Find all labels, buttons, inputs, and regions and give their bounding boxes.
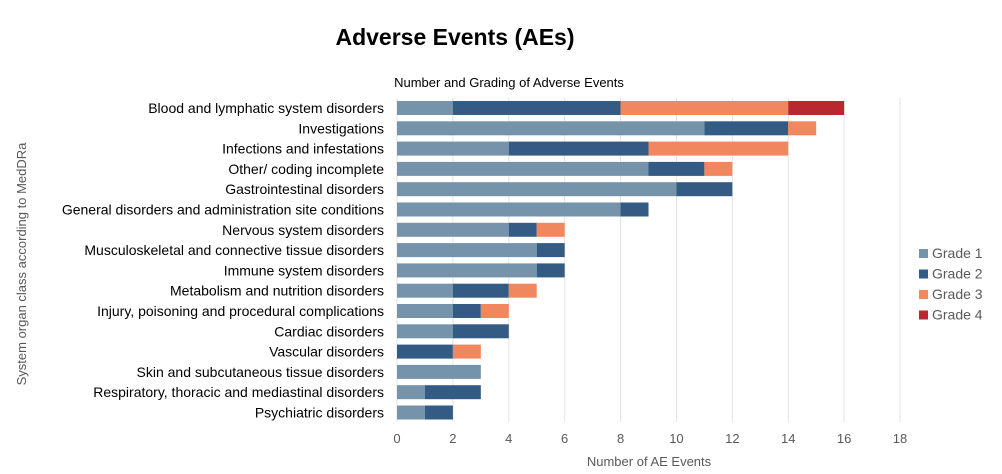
bar-segment-grade-1 [397,304,453,318]
bar-segment-grade-1 [397,141,509,156]
category-label: Infections and infestations [222,141,384,157]
bar-segment-grade-3 [452,344,481,359]
x-tick-label-16: 16 [837,431,851,446]
y-axis-title: System organ class according to MedDRa [14,142,29,386]
legend-label-grade-2: Grade 2 [932,266,983,282]
bar-segment-grade-4 [788,101,845,115]
category-labels: Blood and lymphatic system disorders Inve… [62,100,384,421]
category-label: General disorders and administration sit… [62,202,384,218]
page-title: Adverse Events (AEs) [335,24,575,50]
category-label: Gastrointestinal disorders [225,181,384,197]
bar-segment-grade-2 [508,222,537,237]
bar-segment-grade-2 [648,161,705,176]
x-axis-title: Number of AE Events [587,454,712,469]
bar-segment-grade-1 [397,283,453,298]
bar-segment-grade-2 [704,121,789,136]
legend-swatch-grade-2 [919,269,928,279]
bar-segment-grade-1 [397,121,705,136]
bar-segment-grade-2 [452,324,509,339]
bar-segment-grade-3 [648,141,789,156]
x-tick-label-8: 8 [617,431,624,446]
category-label: Immune system disorders [224,262,384,278]
bar-segment-grade-2 [452,304,481,318]
x-tick-label-2: 2 [449,431,456,446]
x-tick-label-0: 0 [393,431,400,446]
category-label: Injury, poisoning and procedural complic… [97,303,384,319]
chart-subtitle: Number and Grading of Adverse Events [394,75,624,90]
bar-segment-grade-3 [508,283,537,298]
category-label: Metabolism and nutrition disorders [170,283,384,299]
legend-label-grade-4: Grade 4 [932,307,983,323]
bar-segment-grade-3 [480,304,509,318]
bars [397,101,845,420]
category-label: Other/ coding incomplete [228,161,384,177]
bar-segment-grade-1 [397,324,453,339]
category-label: Skin and subcutaneous tissue disorders [137,364,384,380]
bar-segment-grade-2 [508,141,649,156]
category-label: Vascular disorders [269,344,384,360]
bar-segment-grade-2 [452,283,509,298]
legend-label-grade-3: Grade 3 [932,286,983,302]
legend: Grade 1 Grade 2 Grade 3 Grade 4 [919,245,983,323]
bar-segment-grade-1 [397,405,425,420]
legend-swatch-grade-4 [919,310,928,320]
bar-segment-grade-2 [424,385,481,400]
bar-segment-grade-2 [397,344,453,359]
bar-segment-grade-2 [620,202,649,217]
bar-segment-grade-1 [397,243,537,258]
bar-segment-grade-2 [424,405,453,420]
bar-segment-grade-1 [397,385,425,400]
bar-segment-grade-1 [397,364,481,379]
category-label: Respiratory, thoracic and mediastinal di… [93,384,384,400]
legend-swatch-grade-1 [919,249,928,258]
bar-segment-grade-3 [536,222,565,237]
category-label: Psychiatric disorders [255,405,384,421]
legend-swatch-grade-3 [919,290,928,299]
category-label: Investigations [298,120,384,136]
bar-segment-grade-3 [620,101,789,115]
bar-segment-grade-1 [397,101,453,115]
bar-segment-grade-2 [536,243,565,258]
bar-segment-grade-1 [397,222,509,237]
bar-segment-grade-1 [397,161,649,176]
x-tick-label-18: 18 [893,431,907,446]
bar-segment-grade-1 [397,182,677,197]
x-tick-label-6: 6 [561,431,568,446]
category-label: Musculoskeletal and connective tissue di… [84,242,384,258]
category-label: Blood and lymphatic system disorders [148,100,384,116]
legend-label-grade-1: Grade 1 [932,245,983,261]
x-tick-label-4: 4 [505,431,512,446]
bar-segment-grade-1 [397,263,537,278]
bar-segment-grade-2 [676,182,733,197]
x-tick-label-12: 12 [725,431,739,446]
bar-segment-grade-2 [452,101,621,115]
x-tick-label-10: 10 [669,431,683,446]
category-label: Nervous system disorders [222,222,384,238]
bar-segment-grade-2 [536,263,565,278]
category-label: Cardiac disorders [274,323,384,339]
bar-segment-grade-3 [788,121,817,136]
x-tick-label-14: 14 [781,431,795,446]
bar-segment-grade-1 [397,202,621,217]
x-tick-labels: 0 2 4 6 8 10 12 14 16 18 [393,431,907,446]
bar-segment-grade-3 [704,161,733,176]
